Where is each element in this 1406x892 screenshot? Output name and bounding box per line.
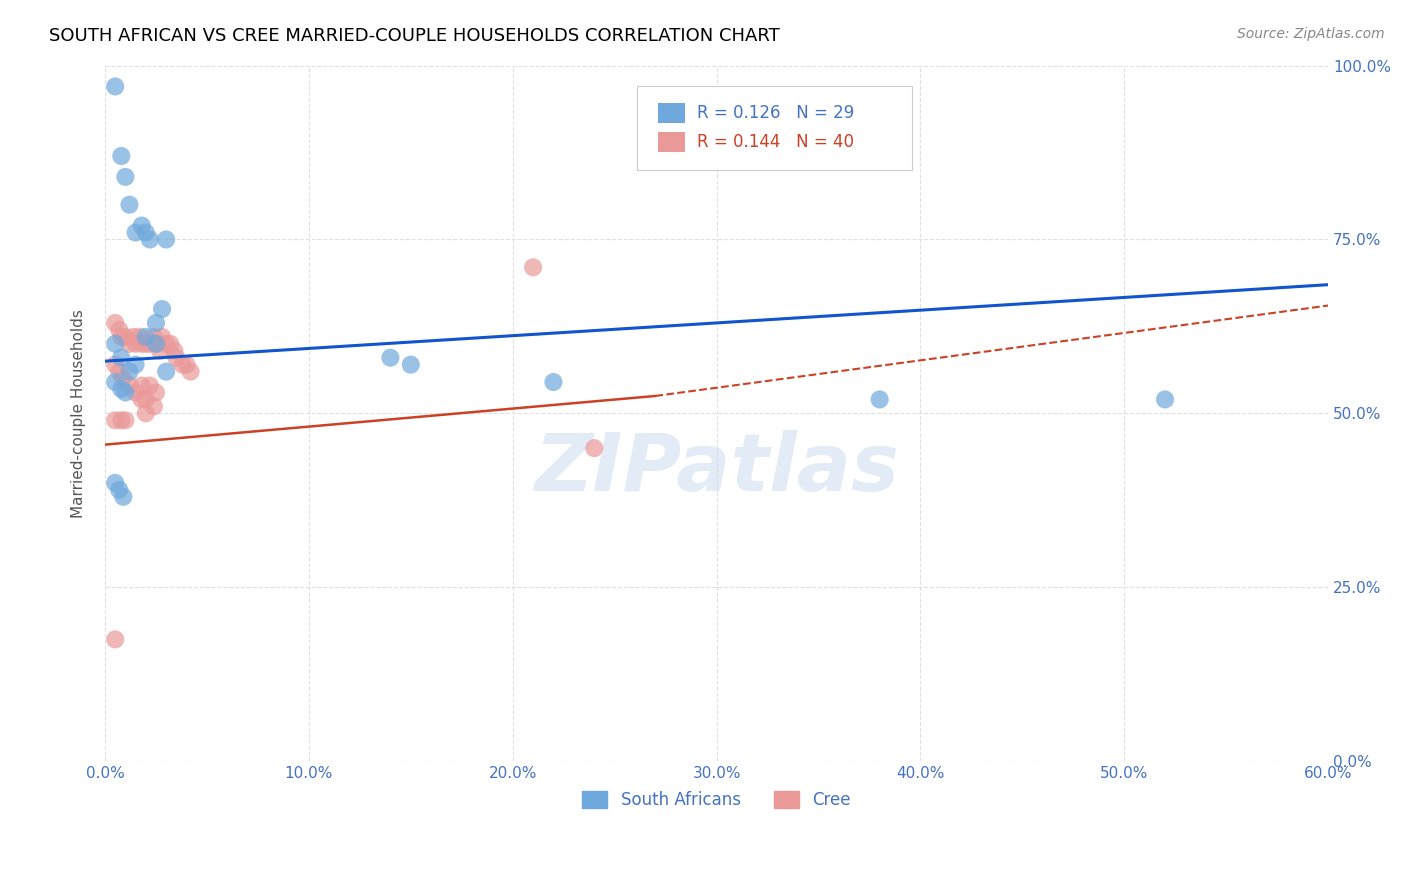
Point xyxy=(150,330,173,344)
Point xyxy=(145,336,167,351)
Point xyxy=(108,323,131,337)
Point xyxy=(172,358,194,372)
Point xyxy=(176,358,198,372)
Point xyxy=(112,490,135,504)
Point xyxy=(104,336,127,351)
Point xyxy=(104,358,127,372)
Point xyxy=(104,375,127,389)
Point xyxy=(131,392,153,407)
Point xyxy=(135,226,157,240)
Point xyxy=(104,632,127,647)
Point xyxy=(380,351,402,365)
Legend: South Africans, Cree: South Africans, Cree xyxy=(575,784,858,815)
Point xyxy=(135,392,157,407)
Point xyxy=(135,406,157,420)
Point xyxy=(104,79,127,94)
Point xyxy=(108,365,131,379)
Point xyxy=(139,378,162,392)
Point xyxy=(145,316,167,330)
Point xyxy=(110,413,132,427)
Point xyxy=(114,413,136,427)
Point xyxy=(583,441,606,455)
Point xyxy=(114,330,136,344)
Text: ZIPatlas: ZIPatlas xyxy=(534,430,898,508)
Point xyxy=(124,226,146,240)
Point xyxy=(112,371,135,385)
Point xyxy=(110,351,132,365)
Point xyxy=(124,358,146,372)
Bar xyxy=(658,132,685,152)
Point xyxy=(108,483,131,497)
Point xyxy=(131,378,153,392)
Point xyxy=(155,365,177,379)
Point xyxy=(145,385,167,400)
Text: R = 0.144   N = 40: R = 0.144 N = 40 xyxy=(697,133,853,151)
Point xyxy=(150,301,173,316)
Point xyxy=(142,400,165,414)
FancyBboxPatch shape xyxy=(637,87,912,169)
Point xyxy=(180,365,202,379)
Y-axis label: Married-couple Households: Married-couple Households xyxy=(72,309,86,517)
Point xyxy=(135,330,157,344)
Point xyxy=(114,169,136,184)
Point xyxy=(118,197,141,211)
Point xyxy=(104,413,127,427)
Point xyxy=(165,351,187,365)
Text: R = 0.126   N = 29: R = 0.126 N = 29 xyxy=(697,103,855,122)
Point xyxy=(869,392,891,407)
Text: SOUTH AFRICAN VS CREE MARRIED-COUPLE HOUSEHOLDS CORRELATION CHART: SOUTH AFRICAN VS CREE MARRIED-COUPLE HOU… xyxy=(49,27,780,45)
Point xyxy=(522,260,544,275)
Point xyxy=(110,382,132,396)
Point xyxy=(142,330,165,344)
Point xyxy=(399,358,422,372)
Point xyxy=(131,219,153,233)
Point xyxy=(139,232,162,246)
Point xyxy=(110,149,132,163)
Point xyxy=(163,343,186,358)
Point xyxy=(128,330,150,344)
Point xyxy=(104,316,127,330)
Point xyxy=(149,343,172,358)
Point xyxy=(139,336,162,351)
Point xyxy=(135,336,157,351)
Bar xyxy=(658,103,685,122)
Text: Source: ZipAtlas.com: Source: ZipAtlas.com xyxy=(1237,27,1385,41)
Point xyxy=(118,378,141,392)
Point xyxy=(145,336,167,351)
Point xyxy=(104,475,127,490)
Point xyxy=(118,365,141,379)
Point xyxy=(155,336,177,351)
Point xyxy=(124,336,146,351)
Point xyxy=(131,336,153,351)
Point xyxy=(155,232,177,246)
Point xyxy=(124,385,146,400)
Point xyxy=(159,336,181,351)
Point xyxy=(110,330,132,344)
Point xyxy=(114,385,136,400)
Point xyxy=(543,375,565,389)
Point xyxy=(122,330,145,344)
Point xyxy=(118,336,141,351)
Point xyxy=(1154,392,1177,407)
